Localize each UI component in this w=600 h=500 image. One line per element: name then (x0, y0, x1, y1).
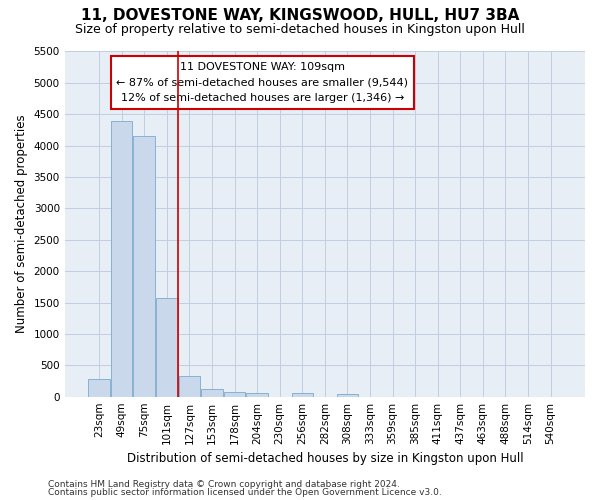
Bar (247, 392, 268, 396)
Text: 11, DOVESTONE WAY, KINGSWOOD, HULL, HU7 3BA: 11, DOVESTONE WAY, KINGSWOOD, HULL, HU7 … (81, 8, 519, 22)
Text: Contains public sector information licensed under the Open Government Licence v3: Contains public sector information licen… (48, 488, 442, 497)
Text: Contains HM Land Registry data © Crown copyright and database right 2024.: Contains HM Land Registry data © Crown c… (48, 480, 400, 489)
Bar (337, 394, 358, 396)
Bar (201, 389, 223, 396)
Text: Size of property relative to semi-detached houses in Kingston upon Hull: Size of property relative to semi-detach… (75, 22, 525, 36)
Bar (133, 136, 155, 396)
Bar (111, 120, 133, 396)
Y-axis label: Number of semi-detached properties: Number of semi-detached properties (15, 115, 28, 334)
X-axis label: Distribution of semi-detached houses by size in Kingston upon Hull: Distribution of semi-detached houses by … (127, 452, 523, 465)
Bar (88, 379, 110, 396)
Bar (156, 298, 178, 396)
Bar (292, 393, 313, 396)
Text: 11 DOVESTONE WAY: 109sqm
← 87% of semi-detached houses are smaller (9,544)
12% o: 11 DOVESTONE WAY: 109sqm ← 87% of semi-d… (116, 62, 409, 103)
Bar (224, 392, 245, 396)
Bar (179, 376, 200, 396)
